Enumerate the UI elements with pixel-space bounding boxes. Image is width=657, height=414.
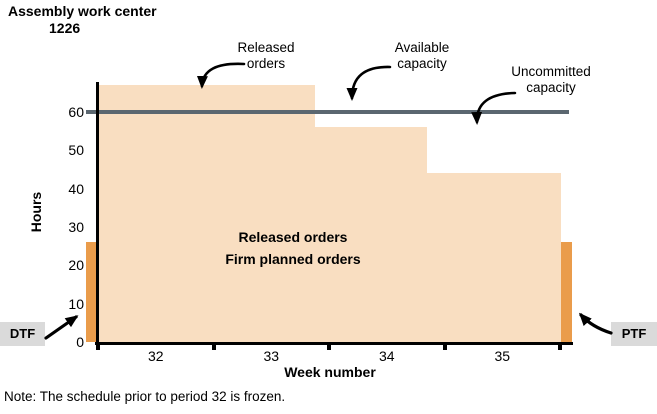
x-tick-label-34: 34 bbox=[378, 348, 395, 364]
load-step-2 bbox=[427, 173, 562, 342]
x-tick-mark-34 bbox=[327, 342, 331, 350]
load-step-1 bbox=[315, 127, 428, 342]
page-title: Assembly work center 1226 bbox=[8, 3, 170, 37]
x-tick-mark-35 bbox=[442, 342, 447, 350]
x-tick-label-35: 35 bbox=[494, 348, 511, 364]
y-tick-label-30: 30 bbox=[68, 219, 84, 235]
ptf-tag: PTF bbox=[611, 322, 657, 346]
dtf-fence-bar bbox=[86, 242, 97, 342]
y-tick-label-40: 40 bbox=[68, 180, 84, 197]
x-axis-title: Week number bbox=[284, 364, 376, 380]
footnote: Note: The schedule prior to period 32 is… bbox=[4, 389, 286, 404]
area-series-label-line2: Firm planned orders bbox=[225, 251, 361, 267]
y-tick-label-20: 20 bbox=[68, 257, 84, 274]
y-tick-label-0: 0 bbox=[76, 334, 84, 350]
dtf-tag: DTF bbox=[0, 322, 45, 346]
x-tick-mark-33 bbox=[211, 342, 216, 350]
load-step-0 bbox=[98, 85, 316, 342]
y-tick-label-10: 10 bbox=[68, 295, 84, 312]
area-series-label-line1: Released orders bbox=[238, 229, 348, 245]
x-tick-label-32: 32 bbox=[147, 348, 164, 364]
y-tick-label-50: 50 bbox=[68, 142, 84, 159]
page-title-line1: Assembly work center bbox=[8, 3, 157, 19]
available-capacity-line bbox=[86, 110, 569, 114]
page-title-line2: 1226 bbox=[49, 20, 81, 36]
x-tick-mark-32 bbox=[96, 342, 100, 350]
callout-available-capacity: Available capacity bbox=[394, 40, 450, 71]
ptf-fence-bar bbox=[561, 242, 572, 342]
callout-released-orders: Released orders bbox=[237, 40, 295, 71]
callout-uncommitted-capacity: Uncommitted capacity bbox=[511, 64, 591, 95]
x-axis-line bbox=[95, 342, 573, 345]
y-tick-label-60: 60 bbox=[68, 104, 84, 120]
x-tick-mark-36 bbox=[558, 342, 562, 350]
area-series-label: Released orders Firm planned orders bbox=[173, 226, 413, 270]
x-tick-label-33: 33 bbox=[263, 348, 280, 364]
y-axis-line bbox=[96, 82, 99, 344]
